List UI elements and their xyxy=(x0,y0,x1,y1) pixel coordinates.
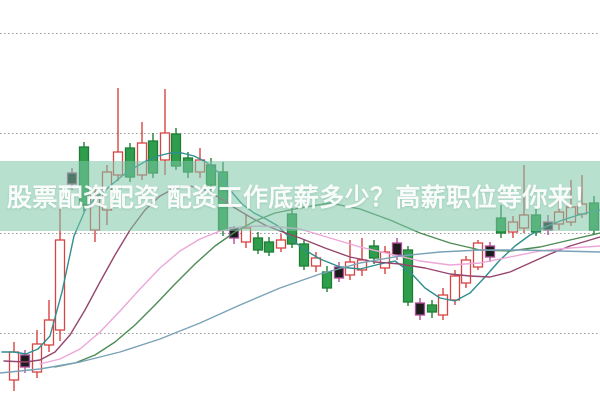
candle-body xyxy=(310,257,322,267)
candle-body xyxy=(8,351,20,381)
candle-body xyxy=(252,237,264,251)
candle-body xyxy=(31,343,43,373)
candle-body xyxy=(321,271,333,289)
candle-body xyxy=(298,243,310,267)
promo-banner-text: 股票配资配资 配资工作底薪多少？高薪职位等你来！ xyxy=(7,183,599,212)
candle-body xyxy=(263,241,275,253)
candle-body xyxy=(159,132,171,161)
candle-body xyxy=(437,294,449,316)
candle-body xyxy=(43,319,55,346)
candle-body xyxy=(379,251,391,269)
candle-body xyxy=(391,242,403,256)
candle-body xyxy=(54,239,66,331)
candle-body xyxy=(472,242,484,268)
candle-body xyxy=(275,239,287,249)
candle-body xyxy=(484,245,496,258)
promo-banner: 股票配资配资 配资工作底薪多少？高薪职位等你来！ xyxy=(0,161,600,231)
ma-slow-steel xyxy=(0,249,600,374)
candle-body xyxy=(402,249,414,303)
candle-body xyxy=(460,259,472,284)
candle-body xyxy=(414,302,426,316)
candle-body xyxy=(368,245,380,259)
candle-body xyxy=(449,275,461,301)
candle-body xyxy=(426,304,438,313)
